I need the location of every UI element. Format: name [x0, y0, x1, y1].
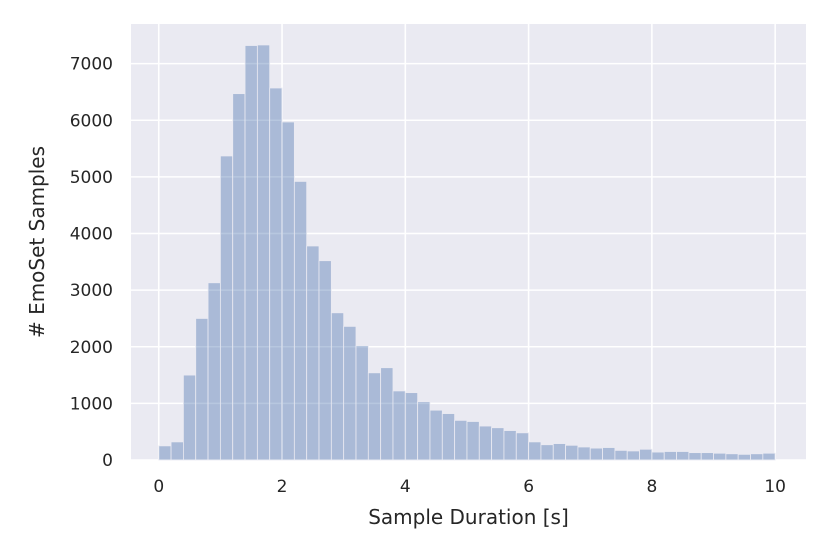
histogram-bar [429, 409, 443, 461]
y-axis-ticks: 0 1000 2000 3000 4000 5000 6000 7000 [70, 55, 113, 471]
histogram-bar [269, 87, 283, 461]
x-tick-label: 4 [400, 477, 411, 497]
histogram-bars [158, 44, 776, 461]
histogram-bar [750, 453, 764, 461]
histogram-bar [195, 318, 209, 461]
histogram-bar [737, 453, 751, 461]
histogram-bar [392, 390, 406, 461]
histogram-bar [565, 444, 579, 461]
histogram-bar [281, 121, 295, 461]
histogram-bar [725, 453, 739, 461]
histogram-bar [219, 155, 234, 461]
histogram-bar [762, 452, 776, 461]
histogram-bar [404, 392, 419, 461]
histogram-bar [256, 44, 271, 461]
y-tick-label: 4000 [70, 225, 113, 245]
histogram-bar [614, 449, 628, 461]
x-tick-label: 6 [523, 477, 534, 497]
y-axis-label: # EmoSet Samples [25, 146, 49, 338]
histogram-bar [676, 451, 690, 461]
histogram-bar [626, 450, 640, 461]
histogram-bar [417, 401, 431, 461]
histogram-bar [182, 374, 197, 461]
histogram-bar [293, 181, 308, 461]
histogram-bar [577, 446, 591, 461]
y-tick-label: 5000 [70, 168, 113, 188]
y-tick-label: 7000 [70, 55, 113, 75]
x-tick-label: 0 [153, 477, 164, 497]
grid-lines [131, 24, 806, 461]
histogram-bar [713, 452, 727, 461]
histogram-bar [540, 444, 554, 461]
histogram-bar [663, 451, 677, 461]
histogram-bar [380, 367, 394, 461]
x-tick-label: 2 [277, 477, 288, 497]
y-tick-label: 1000 [70, 394, 113, 414]
y-tick-label: 2000 [70, 338, 113, 358]
x-axis-ticks: 0 2 4 6 8 10 [153, 477, 786, 497]
histogram-bar [602, 447, 616, 461]
histogram-bar [478, 425, 493, 461]
y-tick-label: 0 [102, 451, 113, 471]
histogram-bar [651, 451, 665, 461]
x-tick-label: 8 [646, 477, 657, 497]
plot-area [131, 24, 806, 460]
histogram-bar [700, 452, 714, 461]
histogram-bar [515, 432, 530, 461]
histogram-bar [318, 260, 332, 461]
histogram-bar [330, 312, 345, 461]
y-tick-label: 3000 [70, 281, 113, 301]
histogram-bar [491, 427, 505, 461]
histogram-bar [343, 325, 357, 461]
x-tick-label: 10 [764, 477, 786, 497]
histogram-bar [158, 445, 172, 461]
histogram-bar [244, 45, 258, 461]
histogram-bar [552, 443, 566, 461]
histogram-bar [170, 441, 184, 461]
histogram-bar [207, 282, 221, 461]
histogram-bar [355, 345, 369, 461]
histogram-bar [232, 93, 246, 461]
histogram-bar [503, 430, 517, 461]
histogram-bar [688, 452, 702, 461]
histogram-bar [589, 447, 603, 461]
histogram-bar [367, 372, 382, 461]
x-axis-label: Sample Duration [s] [368, 505, 569, 529]
histogram-bar [639, 448, 653, 461]
histogram-bar [466, 421, 480, 461]
y-tick-label: 6000 [70, 111, 113, 131]
histogram-bar [306, 245, 320, 461]
histogram-bar [528, 441, 542, 461]
histogram-bar [454, 419, 468, 461]
histogram-bar [441, 413, 456, 461]
